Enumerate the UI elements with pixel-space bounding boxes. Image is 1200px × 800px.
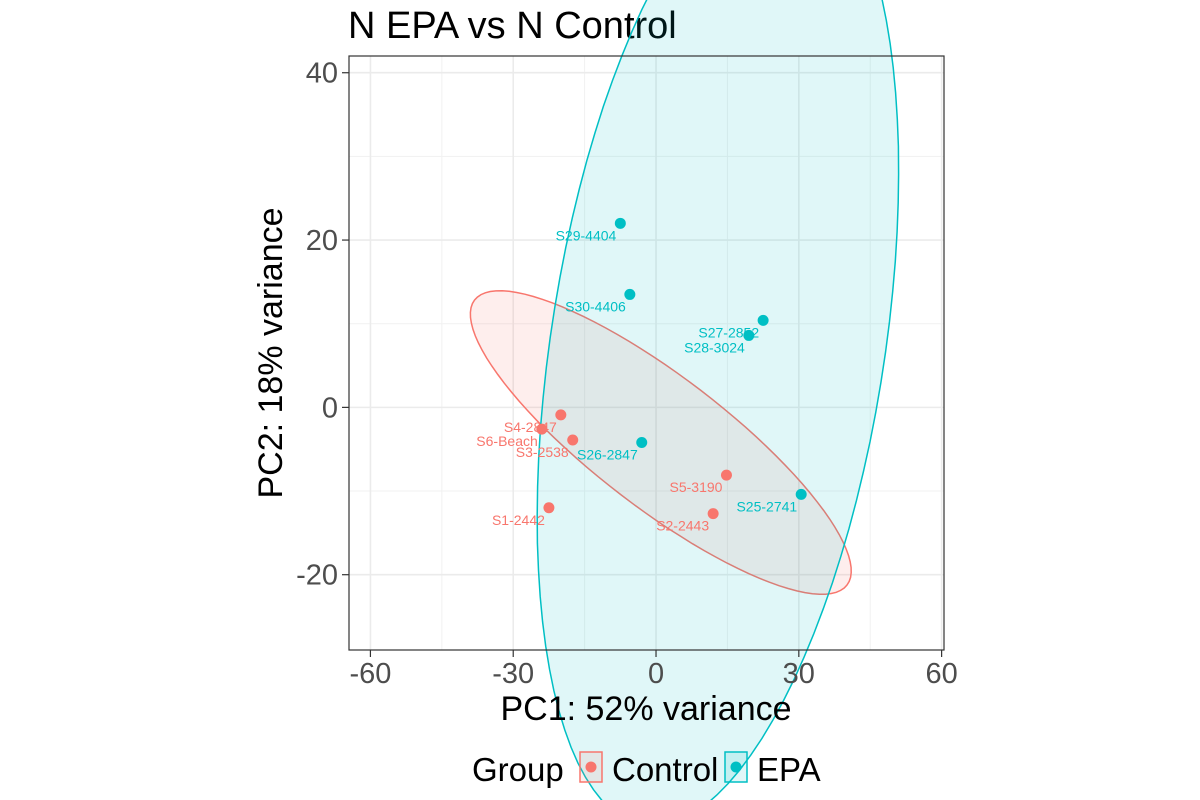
- point-label: S6-Beach: [476, 433, 537, 449]
- grid-lines: [349, 56, 944, 650]
- x-axis-label: PC1: 52% variance: [500, 690, 791, 728]
- y-tick-label: -20: [296, 560, 338, 592]
- point-label: S1-2442: [492, 512, 545, 528]
- x-tick-label: -30: [492, 658, 534, 690]
- legend-key-point: [730, 761, 742, 773]
- plot-panel-border: [348, 55, 945, 651]
- x-tick-label: -60: [349, 658, 391, 690]
- data-point: [536, 423, 548, 435]
- data-point: [795, 488, 807, 500]
- point-label: S30-4406: [565, 298, 626, 314]
- confidence-ellipses: [469, 0, 900, 800]
- legend-entry-epa: EPA: [724, 751, 821, 788]
- x-tick-label: 60: [925, 658, 957, 690]
- ellipse-epa: [536, 0, 900, 800]
- y-tick-label: 40: [306, 58, 338, 90]
- point-label: S29-4404: [556, 227, 617, 243]
- data-point: [555, 409, 567, 421]
- point-label: S4-2847: [504, 419, 557, 435]
- point-label: S25-2741: [736, 498, 797, 514]
- point-label: S2-2443: [656, 518, 709, 534]
- axes: -60 -30 0 30 60 -20 0 20 40: [296, 58, 958, 690]
- data-point: [707, 508, 719, 520]
- point-label: S26-2847: [577, 447, 638, 463]
- x-tick-label: 30: [783, 658, 815, 690]
- legend-label: EPA: [757, 751, 821, 788]
- data-point: [624, 288, 636, 300]
- point-label: S3-2538: [516, 444, 569, 460]
- data-point: [567, 434, 579, 446]
- legend-key-point: [585, 761, 597, 773]
- data-point: [757, 314, 769, 326]
- ellipse-control: [469, 290, 852, 595]
- data-point: [636, 437, 648, 449]
- y-tick-label: 20: [306, 225, 338, 257]
- y-axis-label: PC2: 18% variance: [252, 207, 290, 498]
- data-points: [536, 217, 807, 520]
- data-point: [543, 502, 555, 514]
- data-point: [743, 329, 755, 341]
- legend-label: Control: [612, 751, 718, 788]
- point-label: S28-3024: [684, 339, 745, 355]
- point-labels: S1-2442 S2-2443 S3-2538 S4-2847 S5-3190 S6-Be…: [476, 227, 797, 533]
- point-label: S27-2852: [698, 324, 759, 340]
- legend-entry-control: Control: [579, 751, 718, 788]
- legend: Group Control EPA: [472, 751, 821, 788]
- data-point: [614, 217, 626, 229]
- y-tick-label: 0: [322, 392, 338, 424]
- x-tick-label: 0: [648, 658, 664, 690]
- data-point: [720, 469, 732, 481]
- chart-title: N EPA vs N Control: [348, 5, 677, 47]
- legend-title: Group: [472, 751, 564, 788]
- point-label: S5-3190: [670, 479, 723, 495]
